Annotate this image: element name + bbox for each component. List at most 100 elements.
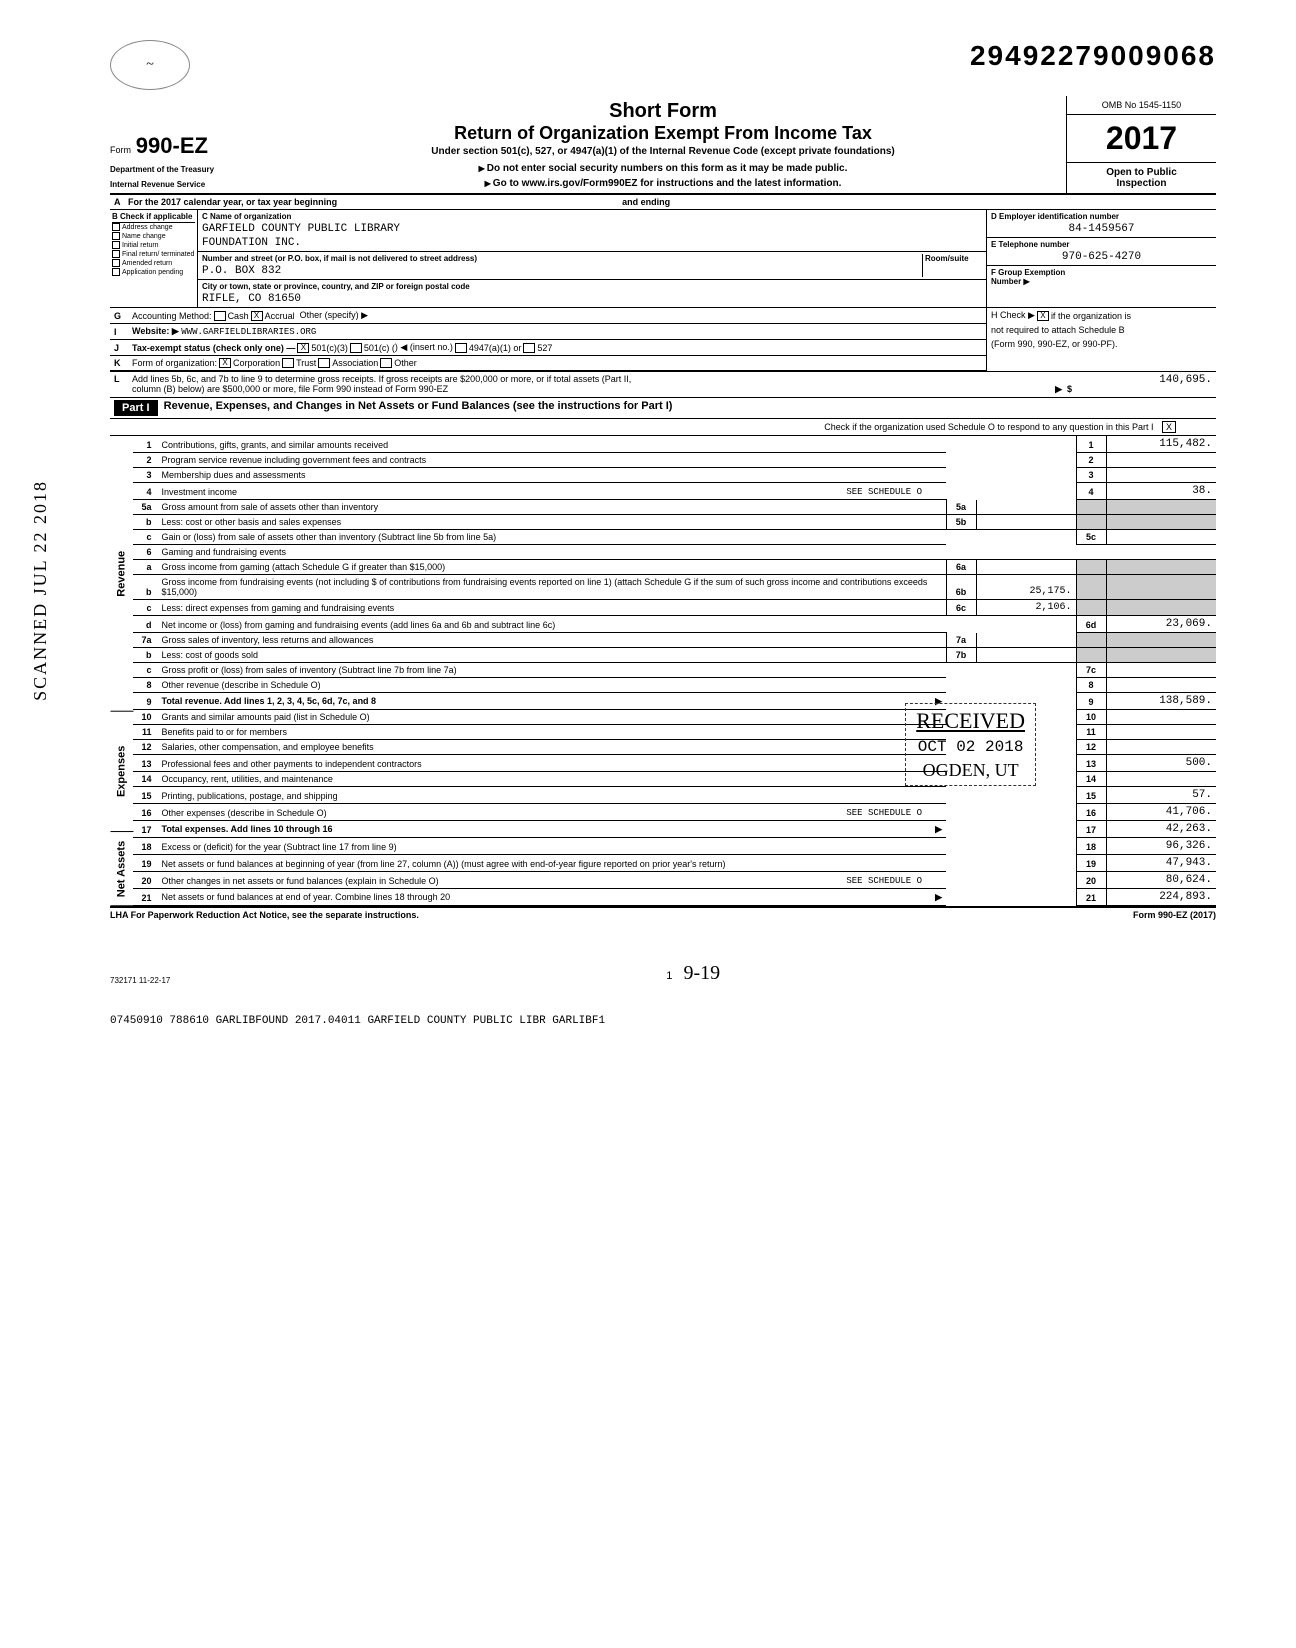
- table-row: 20Other changes in net assets or fund ba…: [133, 872, 1216, 889]
- room-suite: Room/suite: [922, 254, 982, 277]
- j-label: Tax-exempt status (check only one) —: [132, 343, 295, 353]
- 4947-checkbox: [455, 343, 467, 353]
- line-number: 1: [133, 436, 157, 453]
- right-line-number: 21: [1076, 889, 1106, 906]
- row-a: A For the 2017 calendar year, or tax yea…: [110, 195, 1216, 210]
- line-number: 13: [133, 755, 157, 772]
- col-c-org: C Name of organization GARFIELD COUNTY P…: [198, 210, 986, 307]
- revision-code: 732171 11-22-17: [110, 976, 170, 985]
- org-name-1: GARFIELD COUNTY PUBLIC LIBRARY: [202, 223, 982, 235]
- right-line-number: 6d: [1076, 616, 1106, 633]
- dept-irs: Internal Revenue Service: [110, 174, 214, 189]
- mid-line-number: 6a: [946, 560, 976, 575]
- b-item-label: Amended return: [122, 260, 172, 267]
- j-insert: ) ◀ (insert no.): [395, 342, 453, 353]
- block-identity: B Check if applicable Address changeName…: [110, 210, 1216, 308]
- right-line-number: 9: [1076, 693, 1106, 710]
- top-row: ~ 29492279009068: [110, 40, 1216, 90]
- line-number: 8: [133, 678, 157, 693]
- line-number: 5a: [133, 500, 157, 515]
- l-text2: column (B) below) are $500,000 or more, …: [132, 384, 1055, 395]
- open-public-2: Inspection: [1071, 178, 1212, 189]
- other-checkbox: [380, 358, 392, 368]
- spacer: [976, 663, 1076, 678]
- line-number: 18: [133, 838, 157, 855]
- right-num-shaded: [1076, 648, 1106, 663]
- right-line-number: 1: [1076, 436, 1106, 453]
- checkbox-icon: [112, 268, 120, 276]
- right-num-shaded: [1076, 500, 1106, 515]
- goto-url: Go to www.irs.gov/Form990EZ for instruct…: [268, 178, 1058, 189]
- b-check-item: Final return/ terminated: [112, 250, 195, 258]
- right-line-value: [1106, 725, 1216, 740]
- line-number: c: [133, 600, 157, 616]
- right-line-value: 500.: [1106, 755, 1216, 772]
- table-row: 21Net assets or fund balances at end of …: [133, 889, 1216, 906]
- schedule-o-checkbox: X: [1162, 421, 1176, 433]
- org-name-2: FOUNDATION INC.: [202, 237, 982, 249]
- table-row: 15Printing, publications, postage, and s…: [133, 787, 1216, 804]
- row-k: K Form of organization: Corporation Trus…: [110, 356, 986, 371]
- revenue-label: Revenue: [110, 436, 133, 712]
- city-label: City or town, state or province, country…: [202, 282, 982, 291]
- spacer: [976, 787, 1076, 804]
- short-form-title: Short Form: [268, 100, 1058, 123]
- g-cash: Cash: [228, 311, 249, 321]
- telephone: 970-625-4270: [991, 251, 1212, 263]
- k-label: Form of organization:: [132, 358, 217, 368]
- line-number: 17: [133, 821, 157, 838]
- 527-checkbox: [523, 343, 535, 353]
- spacer: [976, 855, 1076, 872]
- table-row: 16Other expenses (describe in Schedule O…: [133, 804, 1216, 821]
- table-row: dNet income or (loss) from gaming and fu…: [133, 616, 1216, 633]
- line-description: Professional fees and other payments to …: [157, 755, 946, 772]
- checkbox-icon: [112, 241, 120, 249]
- document-id: 29492279009068: [970, 40, 1216, 72]
- table-row: 12Salaries, other compensation, and empl…: [133, 740, 1216, 755]
- lha-notice: LHA For Paperwork Reduction Act Notice, …: [110, 910, 419, 920]
- mid-line-value: [976, 500, 1076, 515]
- arrow-icon: ▶: [935, 892, 942, 903]
- table-row: 7aGross sales of inventory, less returns…: [133, 633, 1216, 648]
- line-description: Less: cost of goods sold: [157, 648, 946, 663]
- received-date: OCT 02 2018: [916, 738, 1025, 756]
- b-check-item: Address change: [112, 223, 195, 231]
- right-line-value: 38.: [1106, 483, 1216, 500]
- right-num-shaded: [1076, 515, 1106, 530]
- spacer: [946, 838, 976, 855]
- header-center: Short Form Return of Organization Exempt…: [260, 96, 1066, 193]
- part1-badge: Part I: [114, 400, 158, 416]
- spacer: [946, 804, 976, 821]
- handwritten-note: 9-19: [683, 962, 720, 984]
- e-label: E Telephone number: [991, 240, 1212, 249]
- right-line-value: 57.: [1106, 787, 1216, 804]
- right-num-shaded: [1076, 600, 1106, 616]
- mid-line-number: 6c: [946, 600, 976, 616]
- checkbox-icon: [112, 223, 120, 231]
- l-amount: 140,695.: [1072, 374, 1212, 395]
- part1-header: Part I Revenue, Expenses, and Changes in…: [110, 397, 1216, 419]
- col-b-checkboxes: B Check if applicable Address changeName…: [110, 210, 198, 307]
- spacer: [976, 530, 1076, 545]
- right-val-shaded: [1106, 575, 1216, 600]
- lines-table: 1Contributions, gifts, grants, and simil…: [133, 436, 1216, 906]
- f-label2: Number ▶: [991, 277, 1212, 286]
- mid-line-number: 6b: [946, 575, 976, 600]
- 501c3-checkbox: [297, 343, 309, 353]
- line-description: Gross income from gaming (attach Schedul…: [157, 560, 946, 575]
- line-number: 20: [133, 872, 157, 889]
- j-501c: 501(c) (: [364, 343, 395, 353]
- line-description: Gross income from fundraising events (no…: [157, 575, 946, 600]
- line-number: 2: [133, 453, 157, 468]
- d-label: D Employer identification number: [991, 212, 1212, 221]
- line-number: c: [133, 530, 157, 545]
- right-line-number: 20: [1076, 872, 1106, 889]
- right-line-value: [1106, 453, 1216, 468]
- line-number: 9: [133, 693, 157, 710]
- k-assoc: Association: [332, 358, 378, 368]
- table-row: 17Total expenses. Add lines 10 through 1…: [133, 821, 1216, 838]
- c-label: C Name of organization: [202, 212, 982, 221]
- line-description: Gaming and fundraising events: [157, 545, 1216, 560]
- row-i: I Website: ▶ WWW.GARFIELDLIBRARIES.ORG: [110, 324, 986, 340]
- right-line-value: [1106, 772, 1216, 787]
